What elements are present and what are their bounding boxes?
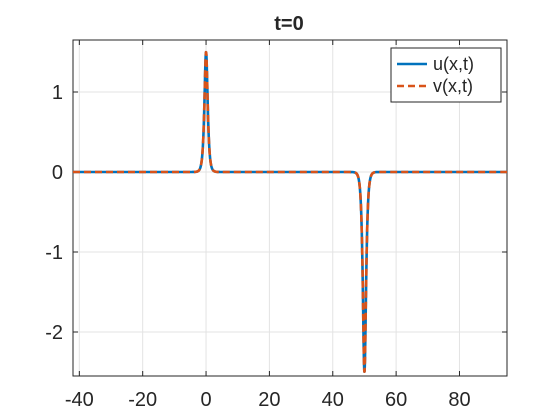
y-tick-label: -2 bbox=[45, 322, 63, 344]
x-tick-label: 40 bbox=[322, 389, 344, 411]
legend-label-v: v(x,t) bbox=[433, 76, 473, 96]
x-tick-label: 0 bbox=[200, 389, 211, 411]
x-tick-label: -40 bbox=[65, 389, 94, 411]
y-tick-label: 0 bbox=[52, 162, 63, 184]
x-tick-label: -20 bbox=[128, 389, 157, 411]
series-lines bbox=[71, 50, 509, 374]
legend-label-u: u(x,t) bbox=[433, 54, 474, 74]
axis-ticks: -40 -20 0 20 40 60 80 -2 -1 0 1 bbox=[45, 40, 507, 411]
chart-title: t=0 bbox=[274, 13, 303, 35]
legend: u(x,t) v(x,t) bbox=[390, 47, 502, 103]
y-tick-label: 1 bbox=[52, 82, 63, 104]
x-tick-label: 20 bbox=[258, 389, 280, 411]
legend-box bbox=[390, 47, 502, 103]
x-tick-label: 60 bbox=[385, 389, 407, 411]
x-tick-label: 80 bbox=[448, 389, 470, 411]
series-line-v bbox=[71, 50, 509, 374]
y-tick-label: -1 bbox=[45, 242, 63, 264]
plot-area bbox=[72, 39, 508, 377]
